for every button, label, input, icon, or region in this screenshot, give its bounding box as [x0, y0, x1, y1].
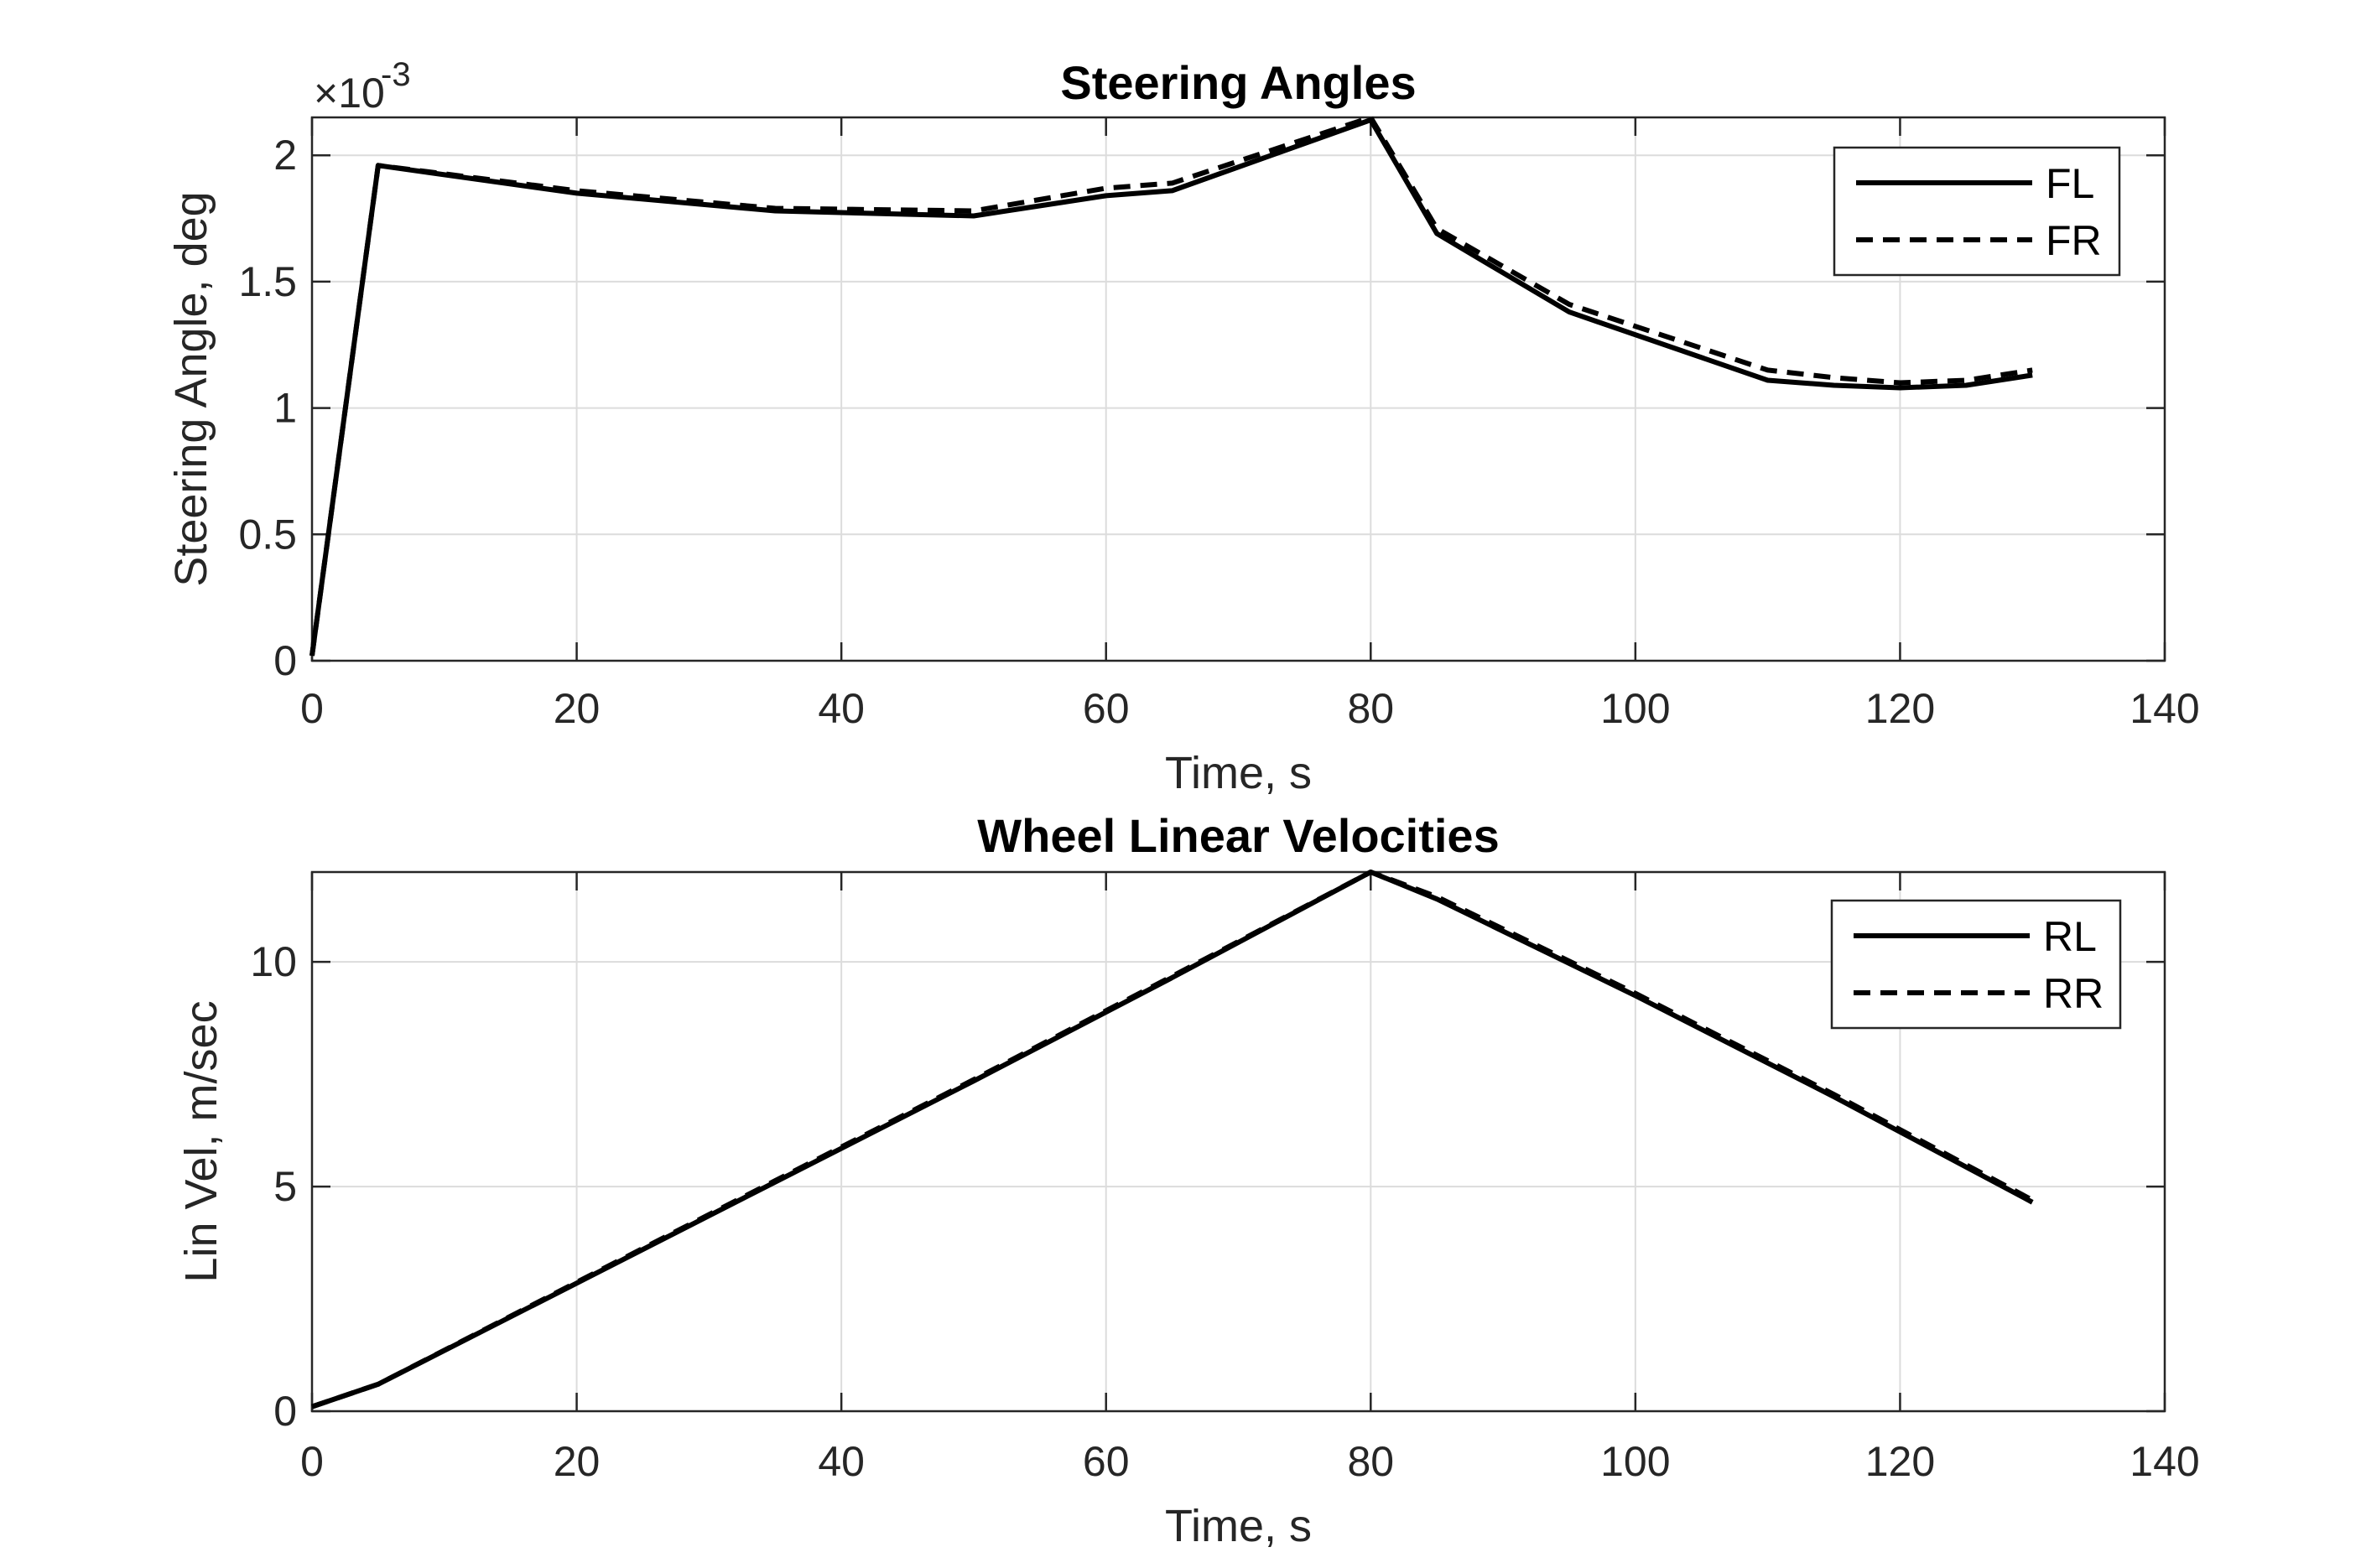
x-tick-label: 60 — [1083, 685, 1130, 732]
y-tick-label: 0 — [273, 637, 297, 684]
axes-box — [310, 116, 2166, 662]
chart-1: 0 20 40 60 80 100 120 140 0 5 10 Wheel Linear Veloc… — [176, 809, 2200, 1551]
series-line-rr — [311, 870, 2034, 1410]
legend-box — [1830, 899, 2122, 1030]
y-tick-label: 1 — [273, 385, 297, 432]
x-tick-label: 40 — [818, 685, 865, 732]
x-tick-label: 140 — [2130, 1438, 2199, 1485]
x-axis-label: Time, s — [1165, 748, 1312, 798]
legend-box — [1833, 146, 2121, 277]
y-axis-label: Lin Vel, m/sec — [176, 1000, 226, 1282]
y-axis-label: Steering Angle, deg — [166, 191, 216, 586]
chart-0: 0 20 40 60 80 100 120 140 0 0.5 1 1.5 2 ×10-3 Steering… — [166, 56, 2200, 798]
x-tick-label: 20 — [554, 685, 601, 732]
x-tick-label: 60 — [1083, 1438, 1130, 1485]
y-tick-label: 1.5 — [238, 258, 297, 305]
x-tick-label: 140 — [2130, 685, 2199, 732]
y-exponent-label: ×10 — [314, 70, 385, 117]
x-tick-label: 20 — [554, 1438, 601, 1485]
x-tick-label: 100 — [1600, 685, 1670, 732]
y-tick-label: 5 — [273, 1163, 297, 1210]
x-tick-label: 80 — [1347, 685, 1394, 732]
y-tick-label: 2 — [273, 132, 297, 179]
x-tick-label: 0 — [300, 685, 324, 732]
y-tick-label: 10 — [250, 938, 297, 985]
chart-title: Wheel Linear Velocities — [977, 809, 1499, 862]
x-tick-label: 40 — [818, 1438, 865, 1485]
legend-label-rr: RR — [2043, 970, 2104, 1017]
x-tick-label: 80 — [1347, 1438, 1394, 1485]
legend: RL RR — [1830, 899, 2122, 1030]
x-tick-label: 0 — [300, 1438, 324, 1485]
legend: FL FR — [1833, 146, 2121, 277]
chart-title: Steering Angles — [1060, 56, 1416, 109]
y-exponent-power: -3 — [381, 56, 411, 93]
x-tick-label: 120 — [1865, 685, 1935, 732]
x-axis-label: Time, s — [1165, 1501, 1312, 1551]
y-tick-label: 0 — [273, 1388, 297, 1435]
legend-label-rl: RL — [2043, 913, 2097, 960]
x-tick-label: 100 — [1600, 1438, 1670, 1485]
series-line-fr — [309, 115, 2033, 657]
axes-box — [310, 870, 2166, 1413]
x-tick-label: 120 — [1865, 1438, 1935, 1485]
legend-label-fr: FR — [2046, 217, 2102, 264]
legend-label-fl: FL — [2046, 160, 2094, 207]
y-tick-label: 0.5 — [238, 511, 297, 558]
